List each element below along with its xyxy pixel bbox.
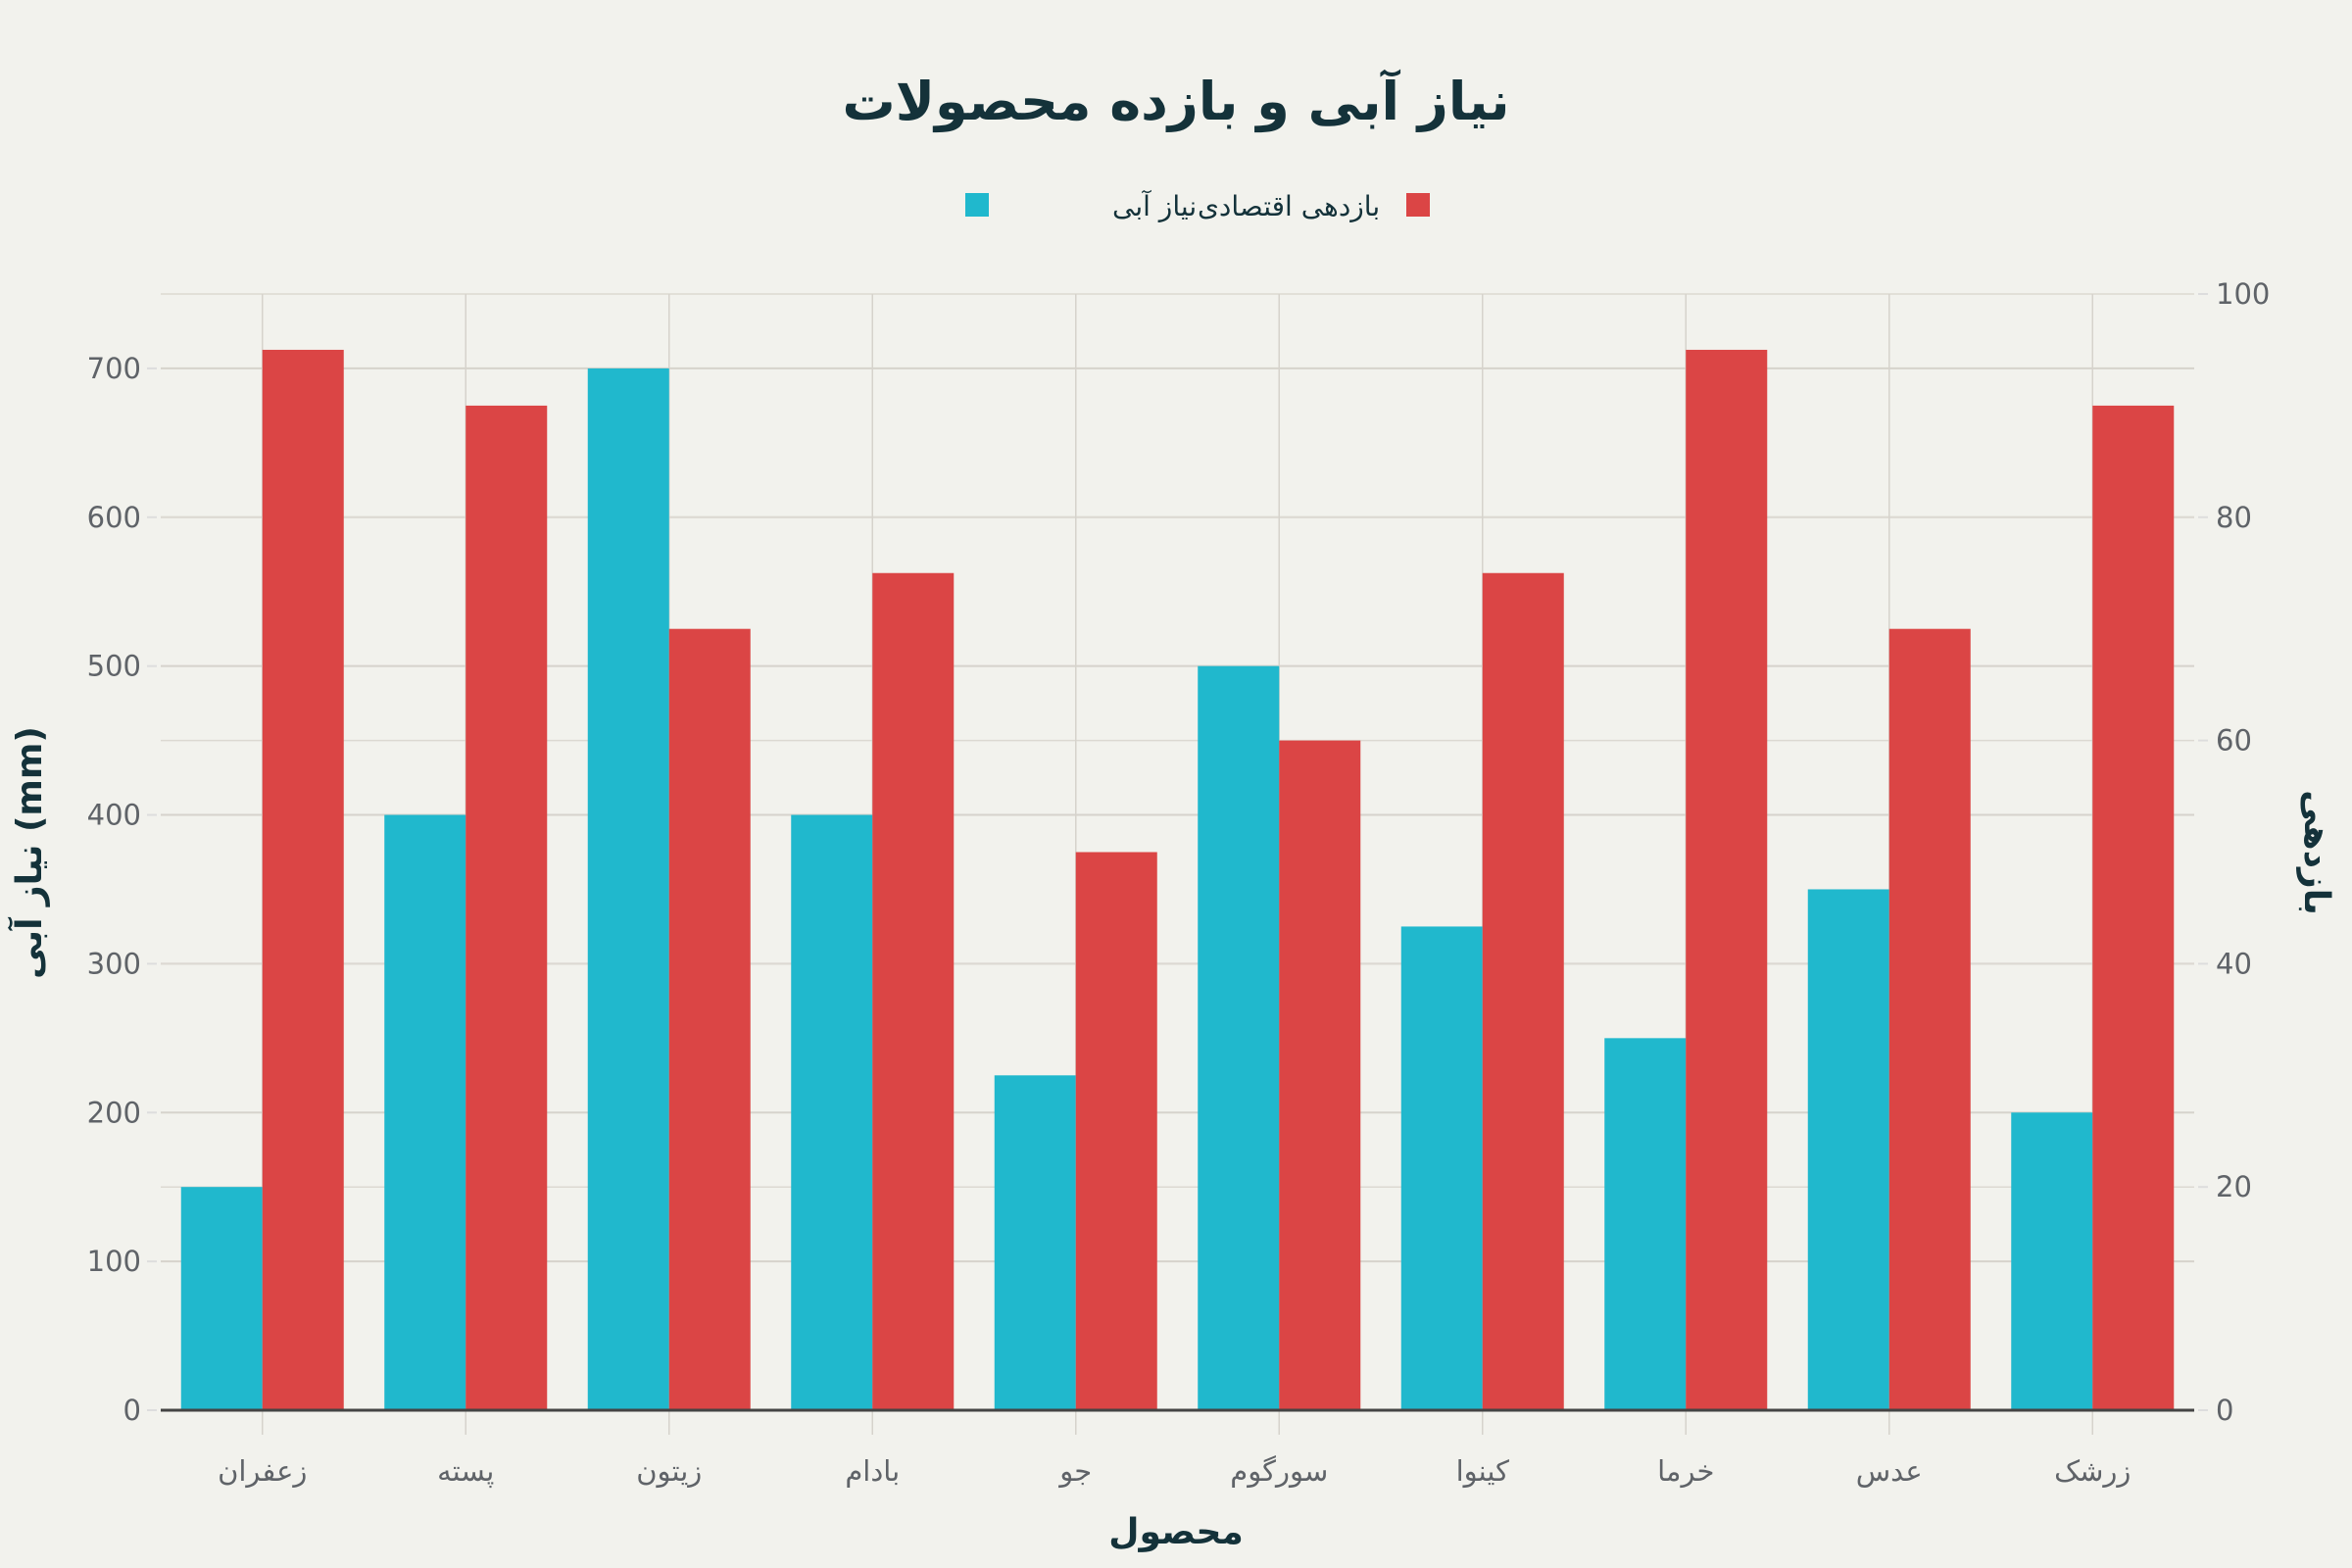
axes: 0 100 200 300 400 500 600 700 0 20 40 60 80 100 زعفران… xyxy=(87,277,2271,1489)
y-tick-label: 700 xyxy=(87,352,141,385)
bar-yield xyxy=(668,628,751,1410)
y-axis-title: نیاز آبی (mm) xyxy=(7,726,50,979)
legend-label-0: نیاز آبی xyxy=(1112,190,1197,222)
legend-swatch-1 xyxy=(1406,193,1430,217)
legend-label-1: بازدهی اقتصادی xyxy=(1198,190,1380,222)
y2-tick-label: 0 xyxy=(2216,1394,2233,1427)
y-tick-label: 400 xyxy=(87,799,141,832)
bar-water-need xyxy=(1807,889,1889,1410)
x-tick-label: زرشک xyxy=(2054,1454,2131,1488)
y-tick-label: 0 xyxy=(123,1394,141,1427)
bar-yield xyxy=(1482,572,1564,1410)
bar-yield xyxy=(872,572,955,1410)
bar-yield xyxy=(466,405,548,1410)
bar-yield xyxy=(1279,740,1361,1410)
bar-water-need xyxy=(1604,1038,1687,1410)
x-tick-label: جو xyxy=(1057,1454,1092,1488)
x-tick-label: سورگوم xyxy=(1230,1454,1328,1488)
x-tick-label: زیتون xyxy=(636,1454,702,1488)
bar-yield xyxy=(262,349,344,1411)
y2-tick-label: 20 xyxy=(2216,1170,2252,1203)
x-tick-label: زعفران xyxy=(218,1454,307,1488)
x-tick-label: خرما xyxy=(1657,1454,1714,1488)
y2-tick-label: 40 xyxy=(2216,947,2252,980)
bar-water-need xyxy=(994,1075,1076,1410)
bar-water-need xyxy=(1198,665,1280,1410)
bar-yield xyxy=(2092,405,2175,1410)
x-tick-label: کینوا xyxy=(1456,1454,1510,1488)
y2-tick-label: 100 xyxy=(2216,277,2270,311)
y-tick-label: 100 xyxy=(87,1245,141,1278)
bar-yield xyxy=(1686,349,1768,1411)
legend-swatch-0 xyxy=(965,193,989,217)
y-tick-label: 500 xyxy=(87,650,141,683)
bar-water-need xyxy=(180,1187,263,1410)
legend: نیاز آبی بازدهی اقتصادی xyxy=(965,190,1430,222)
bar-water-need xyxy=(1400,926,1483,1410)
bar-yield xyxy=(1075,852,1157,1410)
x-tick-label: پسته xyxy=(437,1454,494,1489)
y-tick-label: 300 xyxy=(87,947,141,980)
y2-tick-label: 60 xyxy=(2216,724,2252,758)
bars xyxy=(180,349,2175,1411)
y-tick-label: 200 xyxy=(87,1096,141,1129)
x-tick-label: بادام xyxy=(845,1454,900,1488)
bar-water-need xyxy=(587,368,669,1410)
y-tick-label: 600 xyxy=(87,501,141,534)
bar-water-need xyxy=(384,814,466,1410)
bar-yield xyxy=(1888,628,1971,1410)
bar-water-need xyxy=(791,814,873,1410)
y2-tick-label: 80 xyxy=(2216,501,2252,534)
bar-water-need xyxy=(2011,1112,2093,1410)
x-tick-label: عدس xyxy=(1856,1454,1923,1488)
y2-axis-title: بازدهی xyxy=(2296,790,2336,915)
chart-title: نیاز آبی و بازده محصولات xyxy=(843,69,1510,132)
x-axis-title: محصول xyxy=(1108,1512,1244,1552)
